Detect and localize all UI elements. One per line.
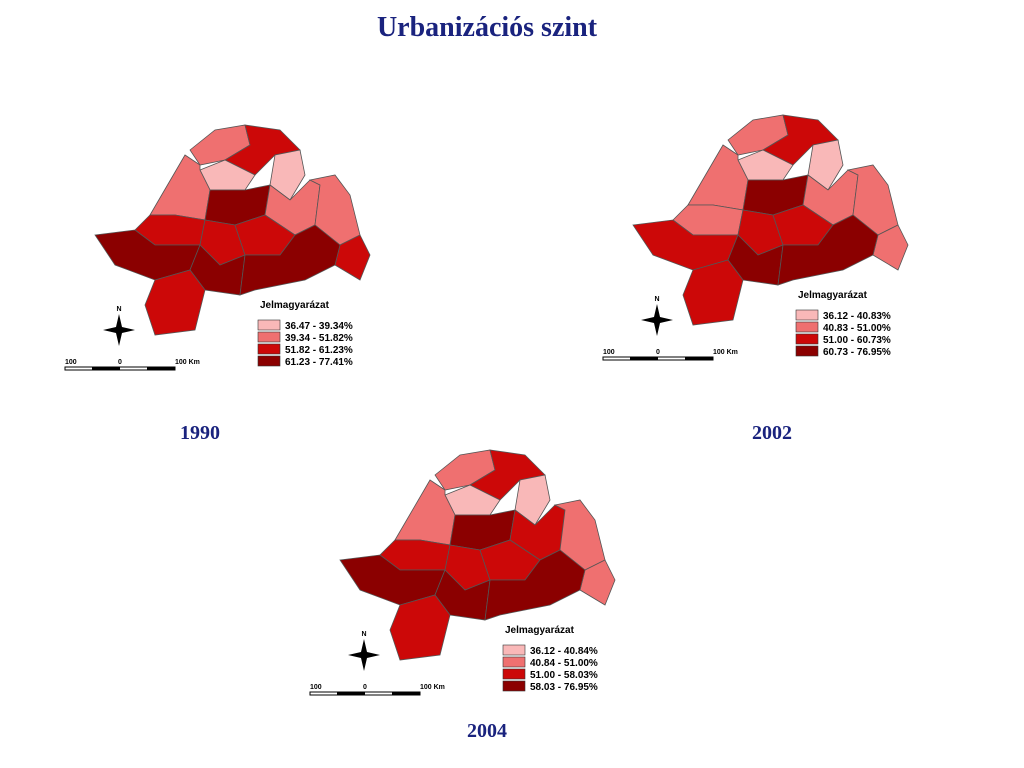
legend-title: Jelmagyarázat xyxy=(505,625,575,636)
legend-swatch xyxy=(795,345,819,357)
map: Jelmagyarázat 36.12 - 40.84%40.84 - 51.00… xyxy=(309,449,616,696)
scale-bar xyxy=(392,692,420,695)
region xyxy=(807,139,844,191)
scale-bar xyxy=(147,367,175,370)
legend-label: 40.84 - 51.00% xyxy=(530,658,598,669)
scale-label: 100 Km xyxy=(713,349,738,356)
region xyxy=(682,259,744,326)
region xyxy=(144,269,206,336)
legend-swatch xyxy=(257,355,281,367)
legend-label: 36.12 - 40.83% xyxy=(823,311,891,322)
region xyxy=(469,449,546,501)
legend-label: 36.47 - 39.34% xyxy=(285,321,353,332)
legend-label: 51.82 - 61.23% xyxy=(285,345,353,356)
legend-swatch xyxy=(795,321,819,333)
legend-swatch xyxy=(502,656,526,668)
map-year: 1990 xyxy=(180,422,220,444)
region xyxy=(762,114,839,166)
scale-label: 0 xyxy=(656,349,660,356)
region xyxy=(269,149,306,201)
scale-label: 100 xyxy=(603,349,615,356)
compass-north: N xyxy=(361,631,366,638)
legend-title: Jelmagyarázat xyxy=(260,300,330,311)
legend-label: 61.23 - 77.41% xyxy=(285,357,353,368)
scale-bar xyxy=(685,357,713,360)
scale-bar xyxy=(92,367,120,370)
region xyxy=(389,594,451,661)
scale-label: 0 xyxy=(118,359,122,366)
legend-swatch xyxy=(257,319,281,331)
legend-swatch xyxy=(257,331,281,343)
compass xyxy=(348,639,380,671)
legend-swatch xyxy=(257,343,281,355)
region xyxy=(224,124,301,176)
scale-bar xyxy=(337,692,365,695)
legend-label: 39.34 - 51.82% xyxy=(285,333,353,344)
legend-swatch xyxy=(502,680,526,692)
legend-swatch xyxy=(502,644,526,656)
region xyxy=(484,549,586,621)
region xyxy=(239,224,341,296)
legend-swatch xyxy=(795,333,819,345)
legend-label: 58.03 - 76.95% xyxy=(530,682,598,693)
legend-swatch xyxy=(795,309,819,321)
legend-label: 36.12 - 40.84% xyxy=(530,646,598,657)
slide-title: Urbanizációs szint xyxy=(377,12,598,43)
legend-title: Jelmagyarázat xyxy=(798,290,868,301)
legend-swatch xyxy=(502,668,526,680)
region xyxy=(514,474,551,526)
legend-label: 60.73 - 76.95% xyxy=(823,347,891,358)
scale-label: 100 Km xyxy=(175,359,200,366)
scale-label: 100 Km xyxy=(420,684,445,691)
legend-label: 51.00 - 58.03% xyxy=(530,670,598,681)
map-year: 2004 xyxy=(467,720,507,742)
map: Jelmagyarázat 36.47 - 39.34%39.34 - 51.82… xyxy=(64,124,371,371)
compass-north: N xyxy=(654,296,659,303)
legend-label: 40.83 - 51.00% xyxy=(823,323,891,334)
region xyxy=(777,214,879,286)
compass-north: N xyxy=(116,306,121,313)
scale-label: 100 xyxy=(310,684,322,691)
map: Jelmagyarázat 36.12 - 40.83%40.83 - 51.00… xyxy=(602,114,909,361)
scale-label: 100 xyxy=(65,359,77,366)
compass xyxy=(103,314,135,346)
map-year: 2002 xyxy=(752,422,792,444)
scale-label: 0 xyxy=(363,684,367,691)
scale-bar xyxy=(630,357,658,360)
compass xyxy=(641,304,673,336)
legend-label: 51.00 - 60.73% xyxy=(823,335,891,346)
